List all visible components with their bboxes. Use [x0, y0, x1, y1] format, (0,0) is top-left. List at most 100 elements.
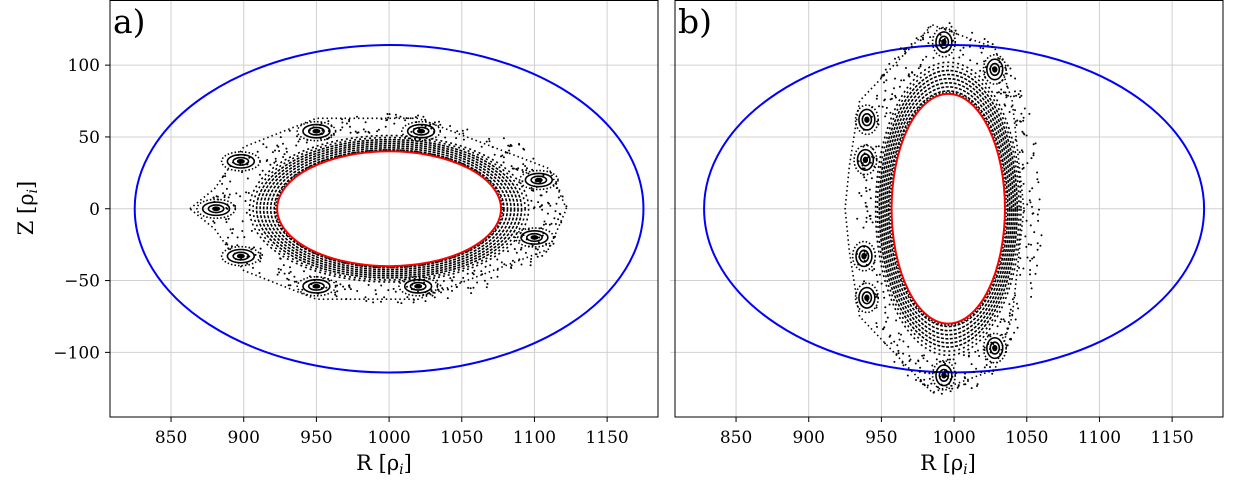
- magnetic-island: [989, 62, 1001, 77]
- boundary-ellipse-b: [703, 44, 1206, 374]
- orbit-point: [954, 372, 957, 375]
- orbit-point: [1005, 94, 1008, 97]
- orbit-point: [1022, 166, 1025, 169]
- orbit-point: [1019, 257, 1022, 260]
- orbit-point: [1014, 294, 1017, 297]
- orbit-point: [989, 366, 991, 368]
- orbit-point: [405, 117, 408, 120]
- plot-marks-a: [133, 44, 645, 374]
- orbit-point: [473, 269, 476, 272]
- orbit-point: [387, 289, 390, 292]
- orbit-point: [449, 277, 452, 280]
- orbit-point: [518, 258, 521, 261]
- orbit-point: [449, 125, 452, 127]
- orbit-point: [532, 157, 535, 160]
- orbit-point: [884, 311, 887, 314]
- orbit-point: [1026, 256, 1029, 259]
- orbit-point: [298, 138, 301, 141]
- orbit-point: [1007, 321, 1010, 324]
- orbit-point: [221, 182, 224, 185]
- orbit-point: [1026, 203, 1029, 206]
- orbit-point: [1026, 162, 1029, 165]
- orbit-point: [541, 204, 543, 207]
- magnetic-island: [302, 278, 331, 294]
- orbit-point: [544, 223, 547, 225]
- orbit-point: [979, 46, 982, 49]
- magnetic-island: [524, 172, 554, 188]
- orbit-point: [515, 251, 518, 254]
- magnetic-island: [935, 364, 953, 387]
- orbit-point: [897, 352, 900, 355]
- orbit-point: [212, 196, 215, 199]
- orbit-point: [545, 250, 548, 253]
- orbit-point: [1019, 120, 1022, 123]
- orbit-point: [987, 334, 990, 337]
- orbit-point: [983, 346, 986, 349]
- orbit-point: [438, 120, 440, 123]
- flux-surface-a: [259, 140, 519, 277]
- orbit-point: [380, 284, 383, 287]
- orbit-point: [990, 361, 993, 364]
- magnetic-island: [236, 158, 245, 164]
- x-axis-title-b: R [ρi]: [920, 451, 976, 478]
- orbit-point: [525, 169, 528, 172]
- orbit-point: [950, 25, 953, 28]
- orbit-point: [229, 228, 232, 231]
- orbit-point: [922, 357, 925, 360]
- orbit-point: [533, 206, 536, 209]
- orbit-point: [1025, 245, 1028, 248]
- orbit-point: [863, 280, 866, 283]
- x-tick-label: 1050: [1005, 428, 1048, 448]
- orbit-point: [860, 194, 863, 197]
- orbit-point: [223, 196, 226, 199]
- orbit-point: [1024, 235, 1027, 238]
- orbit-point: [241, 230, 244, 232]
- orbit-point: [974, 350, 977, 353]
- orbit-point: [336, 290, 339, 293]
- orbit-point: [880, 282, 883, 285]
- orbit-point: [913, 73, 916, 76]
- x-tick-label: 1000: [367, 428, 410, 448]
- magnetic-island: [989, 341, 1001, 355]
- plot-frame-b: [674, 0, 1224, 418]
- orbit-point: [451, 289, 453, 292]
- magnetic-island: [403, 278, 433, 294]
- magnetic-island: [201, 201, 231, 217]
- x-tick-label: 1050: [440, 428, 483, 448]
- orbit-point: [895, 319, 898, 322]
- orbit-point: [1029, 282, 1032, 284]
- orbit-point: [900, 79, 903, 82]
- orbit-point: [927, 31, 929, 34]
- orbit-point: [890, 342, 893, 345]
- orbit-point: [1032, 212, 1035, 215]
- orbit-point: [490, 276, 493, 279]
- orbit-point: [902, 340, 905, 343]
- orbit-point: [424, 300, 427, 303]
- magnetic-island: [992, 66, 998, 73]
- orbit-point: [1016, 119, 1019, 122]
- panel-label-b: b): [678, 2, 712, 41]
- orbit-point: [354, 130, 357, 133]
- orbit-point: [296, 135, 298, 138]
- magnetic-island: [296, 276, 337, 297]
- orbit-point: [901, 361, 904, 364]
- orbit-point: [456, 130, 459, 133]
- x-tick-label: 950: [300, 428, 332, 448]
- orbit-point: [364, 121, 367, 124]
- orbit-point: [362, 128, 365, 131]
- orbit-point: [876, 325, 878, 328]
- orbit-point: [227, 236, 229, 239]
- orbit-point: [502, 156, 505, 159]
- orbit-point: [327, 120, 330, 123]
- orbit-point: [356, 290, 359, 292]
- orbit-point: [1032, 143, 1035, 146]
- orbit-point: [975, 367, 978, 370]
- orbit-point: [393, 122, 396, 125]
- magnetic-island: [986, 337, 1004, 360]
- orbit-point: [442, 280, 445, 282]
- orbit-point: [266, 159, 269, 161]
- magnetic-island: [412, 126, 430, 136]
- orbit-point: [375, 293, 378, 296]
- orbit-point: [341, 121, 344, 124]
- magnetic-island: [307, 126, 325, 136]
